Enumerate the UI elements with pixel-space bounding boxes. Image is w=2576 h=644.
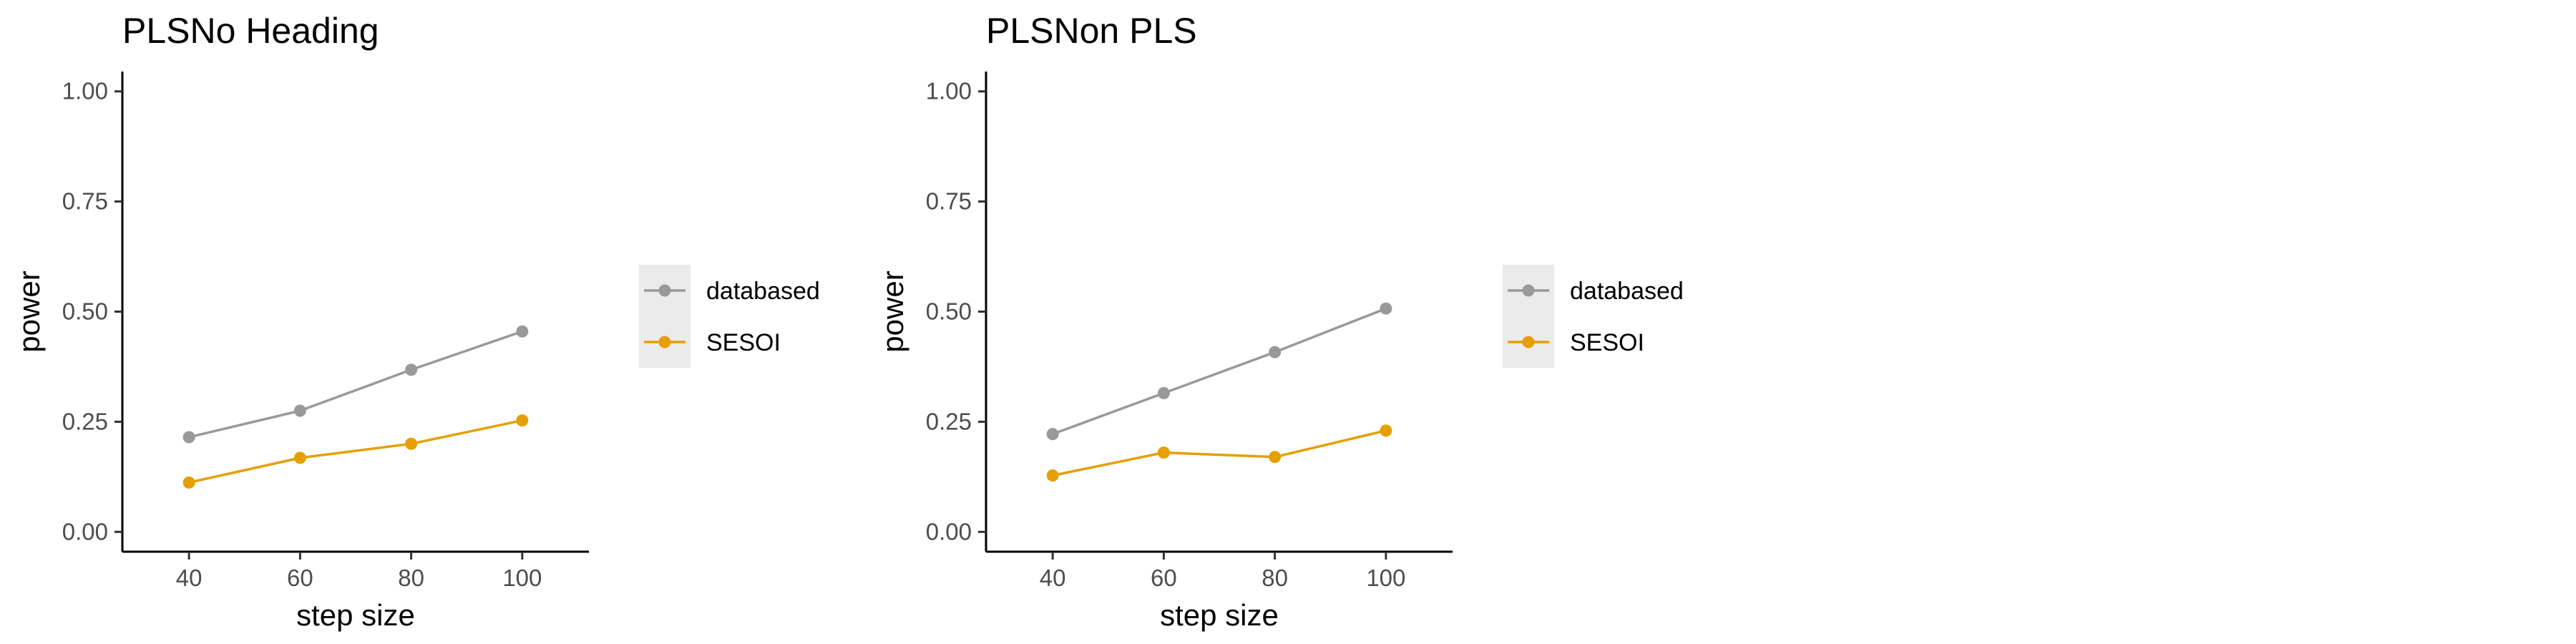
- data-point-databased: [405, 364, 418, 376]
- y-tick-label: 0.75: [62, 188, 108, 215]
- x-tick-label: 60: [287, 565, 313, 591]
- data-point-databased: [1269, 346, 1282, 358]
- x-tick-label: 40: [176, 565, 203, 591]
- data-point-databased: [1046, 428, 1059, 441]
- legend: databased SESOI: [639, 265, 820, 368]
- y-tick-label: 0.50: [62, 298, 108, 325]
- legend-label: databased: [706, 278, 820, 305]
- legend-key-point: [658, 284, 671, 297]
- data-point-sesoi: [1046, 469, 1059, 482]
- chart-panel-2: PLSNon PLS 0.00 0.25 0.50 0.75 1.00 40 60 80 100 s…: [876, 11, 1684, 632]
- y-tick-label: 0.75: [926, 188, 972, 215]
- chart-panel-1: PLSNo Heading 0.00 0.25 0.50 0.75 1.00 40 60 80 1…: [12, 11, 820, 632]
- y-tick-label: 0.00: [926, 518, 972, 545]
- data-point-databased: [516, 325, 529, 338]
- legend-key-point: [1522, 336, 1535, 348]
- data-point-sesoi: [1269, 451, 1282, 464]
- x-tick-label: 40: [1040, 565, 1066, 591]
- x-tick-label: 60: [1151, 565, 1177, 591]
- x-tick-label: 80: [1262, 565, 1288, 591]
- y-axis-title: power: [12, 270, 46, 352]
- y-axis-title: power: [876, 270, 909, 352]
- x-tick-label: 100: [502, 565, 542, 591]
- legend-key-point: [658, 336, 671, 348]
- y-tick-label: 0.25: [926, 408, 972, 434]
- series-line-databased: [1052, 307, 1387, 436]
- y-tick-label: 1.00: [62, 78, 108, 104]
- legend-label: SESOI: [706, 329, 781, 356]
- data-point-sesoi: [1380, 424, 1392, 437]
- series-line-databased: [188, 330, 523, 439]
- y-tick-label: 1.00: [926, 78, 972, 104]
- data-point-sesoi: [293, 452, 306, 464]
- legend-label: databased: [1570, 278, 1684, 305]
- legend-key-point: [1522, 284, 1535, 297]
- y-tick-label: 0.00: [62, 518, 108, 545]
- y-tick-label: 0.50: [926, 298, 972, 325]
- x-axis-title: step size: [1160, 598, 1279, 632]
- data-point-databased: [1157, 386, 1170, 399]
- x-tick-label: 100: [1366, 565, 1405, 591]
- x-axis-title: step size: [296, 598, 415, 632]
- data-point-databased: [293, 404, 306, 417]
- legend: databased SESOI: [1503, 265, 1684, 368]
- data-point-sesoi: [516, 414, 529, 427]
- y-tick-label: 0.25: [62, 408, 108, 434]
- legend-label: SESOI: [1570, 329, 1644, 356]
- x-tick-label: 80: [398, 565, 424, 591]
- data-point-databased: [1380, 302, 1392, 315]
- data-point-databased: [182, 431, 195, 444]
- series-line-sesoi: [188, 419, 523, 484]
- data-point-sesoi: [1157, 446, 1170, 459]
- series-line-sesoi: [1052, 429, 1387, 477]
- chart-title: PLSNon PLS: [986, 11, 1197, 51]
- data-point-sesoi: [182, 476, 195, 489]
- data-point-sesoi: [405, 437, 418, 450]
- chart-title: PLSNo Heading: [122, 11, 379, 51]
